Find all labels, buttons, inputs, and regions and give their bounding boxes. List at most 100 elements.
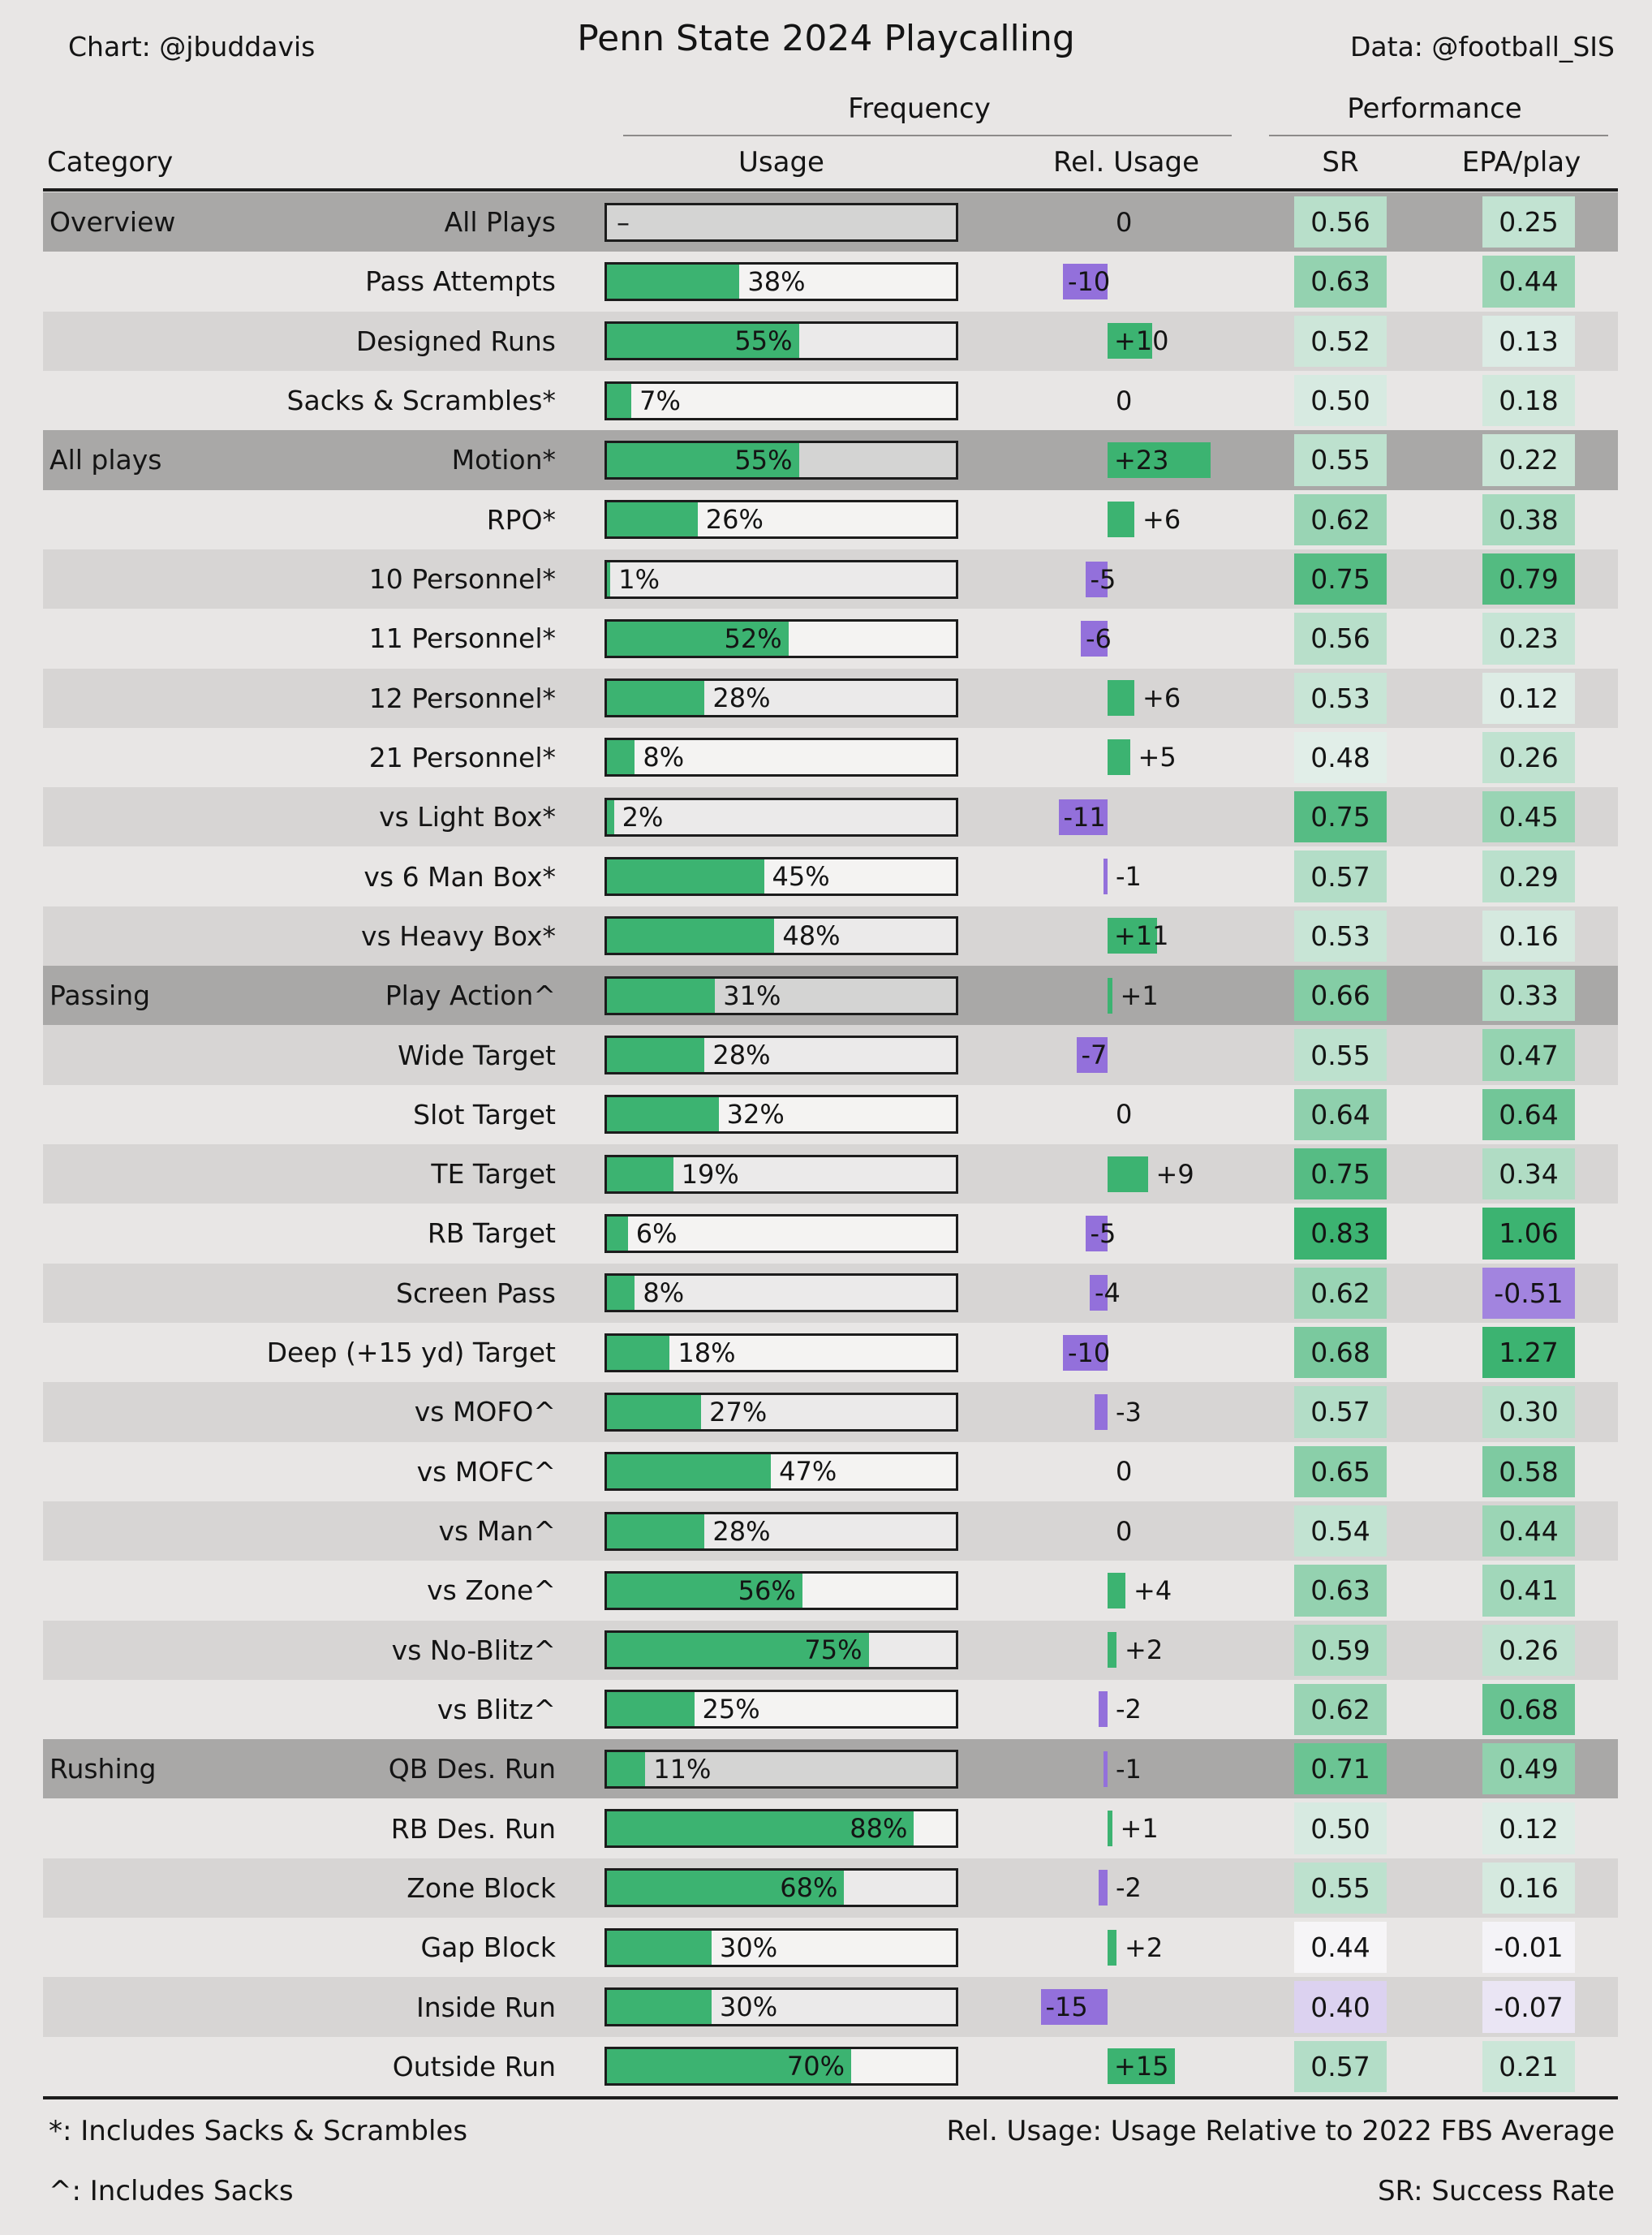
usage-bar-track: – — [604, 202, 958, 242]
usage-bar-track: 18% — [604, 1333, 958, 1372]
table-row: 11 Personnel* 52% -6 0.56 0.23 — [43, 609, 1618, 669]
epa-value-cell: 0.29 — [1482, 851, 1575, 902]
row-category-label: 11 Personnel* — [368, 622, 556, 655]
usage-bar-fill — [607, 1573, 802, 1608]
row-category-label: Play Action^ — [385, 980, 556, 1012]
rel-usage-value: +6 — [1142, 683, 1181, 714]
usage-bar-fill — [607, 919, 775, 954]
usage-bar-fill — [607, 1633, 869, 1668]
rel-usage-bar — [1063, 1334, 1108, 1371]
row-category-label: QB Des. Run — [388, 1753, 556, 1785]
rel-usage-cell: -3 — [976, 1382, 1284, 1441]
table-row: RB Target 6% -5 0.83 1.06 — [43, 1204, 1618, 1264]
usage-value-label: 25% — [702, 1694, 760, 1725]
usage-value-label: 68% — [780, 1872, 838, 1904]
sr-value-cell: 0.44 — [1294, 1922, 1387, 1974]
row-category-label: Motion* — [451, 444, 556, 476]
rel-usage-value: +2 — [1125, 1634, 1164, 1666]
usage-bar-track: 27% — [604, 1392, 958, 1432]
rel-usage-cell: +1 — [976, 966, 1284, 1025]
row-group-label: Rushing — [49, 1753, 157, 1785]
sr-value-cell: 0.68 — [1294, 1326, 1387, 1379]
rel-usage-bar — [1094, 1393, 1108, 1430]
rel-usage-bar — [1085, 1215, 1108, 1251]
usage-bar-fill — [607, 799, 614, 834]
sr-value-cell: 0.63 — [1294, 1565, 1387, 1617]
rel-usage-bar — [1085, 561, 1108, 597]
usage-bar-fill — [607, 978, 716, 1013]
usage-value-label: 2% — [622, 801, 664, 833]
rel-usage-value: -5 — [1090, 563, 1116, 595]
rel-usage-cell: -5 — [976, 549, 1284, 609]
rel-usage-cell: +1 — [976, 1798, 1284, 1858]
rel-usage-bar — [1108, 1632, 1116, 1669]
usage-bar-fill — [607, 1216, 628, 1251]
usage-bar-fill — [607, 562, 611, 596]
rel-usage-bar — [1103, 859, 1108, 895]
epa-value-cell: 0.21 — [1482, 2040, 1575, 2092]
table-row: 12 Personnel* 28% +6 0.53 0.12 — [43, 668, 1618, 728]
sr-value-cell: 0.55 — [1294, 1029, 1387, 1081]
performance-group-header: Performance — [1347, 93, 1522, 125]
rel-usage-cell: -7 — [976, 1025, 1284, 1084]
rel-usage-value: 0 — [1116, 1099, 1133, 1130]
row-category-label: 10 Personnel* — [368, 563, 556, 596]
sr-value-cell: 0.62 — [1294, 1267, 1387, 1319]
rel-usage-bar — [1108, 918, 1157, 954]
usage-bar-fill — [607, 1930, 712, 1965]
usage-bar-fill — [607, 1811, 914, 1846]
usage-bar-track: 28% — [604, 1511, 958, 1551]
usage-bar-fill — [607, 264, 740, 299]
rel-usage-cell: +23 — [976, 430, 1284, 489]
rel-usage-bar — [1108, 323, 1152, 360]
playcalling-table: Overview All Plays –0 0.56 0.25 Pass Attempts… — [43, 192, 1618, 2096]
rel-usage-bar — [1108, 977, 1112, 1014]
table-row: vs Zone^ 56% +4 0.63 0.41 — [43, 1561, 1618, 1621]
table-row: TE Target 19% +9 0.75 0.34 — [43, 1144, 1618, 1204]
usage-value-label: 30% — [720, 1992, 778, 2023]
usage-value-label: 1% — [618, 563, 660, 595]
usage-bar-track: 32% — [604, 1095, 958, 1135]
usage-bar-fill — [607, 1097, 719, 1132]
rel-usage-bar — [1108, 1929, 1116, 1966]
rel-usage-bar — [1099, 1691, 1108, 1728]
rel-usage-cell: -1 — [976, 846, 1284, 906]
rel-usage-value: +2 — [1125, 1931, 1164, 1963]
usage-value-label: 56% — [738, 1574, 796, 1606]
column-header-epa: EPA/play — [1461, 146, 1581, 179]
usage-bar-fill — [607, 2049, 851, 2084]
usage-value-label: 27% — [709, 1396, 768, 1428]
usage-bar-fill — [607, 1276, 635, 1311]
usage-bar-track: 7% — [604, 381, 958, 420]
table-row: vs Blitz^ 25% -2 0.62 0.68 — [43, 1679, 1618, 1740]
rel-usage-cell: 0 — [976, 1442, 1284, 1501]
table-row: vs 6 Man Box* 45% -1 0.57 0.29 — [43, 846, 1618, 906]
rel-usage-cell: +11 — [976, 906, 1284, 966]
rel-usage-cell: -15 — [976, 1977, 1284, 2036]
performance-underline — [1269, 135, 1608, 136]
usage-value-label: 26% — [705, 504, 764, 536]
rel-usage-value: +10 — [1114, 325, 1169, 357]
epa-value-cell: 0.26 — [1482, 1624, 1575, 1676]
usage-bar-fill — [607, 383, 632, 418]
rel-usage-value: -3 — [1116, 1396, 1142, 1428]
epa-value-cell: -0.51 — [1482, 1267, 1575, 1319]
usage-value-label: 70% — [786, 2051, 845, 2082]
column-header-sr: SR — [1322, 146, 1359, 179]
table-row: Wide Target 28% -7 0.55 0.47 — [43, 1025, 1618, 1085]
usage-value-label: – — [617, 206, 630, 238]
chart-credit: Chart: @jbuddavis — [68, 31, 316, 62]
usage-bar-track: 25% — [604, 1690, 958, 1729]
usage-value-label: 18% — [678, 1337, 736, 1368]
row-category-label: Screen Pass — [396, 1277, 556, 1309]
row-category-label: Wide Target — [398, 1039, 556, 1071]
row-category-label: vs Man^ — [438, 1515, 556, 1548]
usage-bar-track: 28% — [604, 1036, 958, 1075]
epa-value-cell: 0.22 — [1482, 434, 1575, 486]
page-title: Penn State 2024 Playcalling — [577, 18, 1075, 59]
epa-value-cell: 0.34 — [1482, 1148, 1575, 1200]
usage-bar-track: 8% — [604, 738, 958, 777]
footnote-sr: SR: Success Rate — [1377, 2175, 1615, 2207]
row-category-label: vs 6 Man Box* — [364, 860, 556, 893]
usage-value-label: 6% — [635, 1217, 678, 1249]
